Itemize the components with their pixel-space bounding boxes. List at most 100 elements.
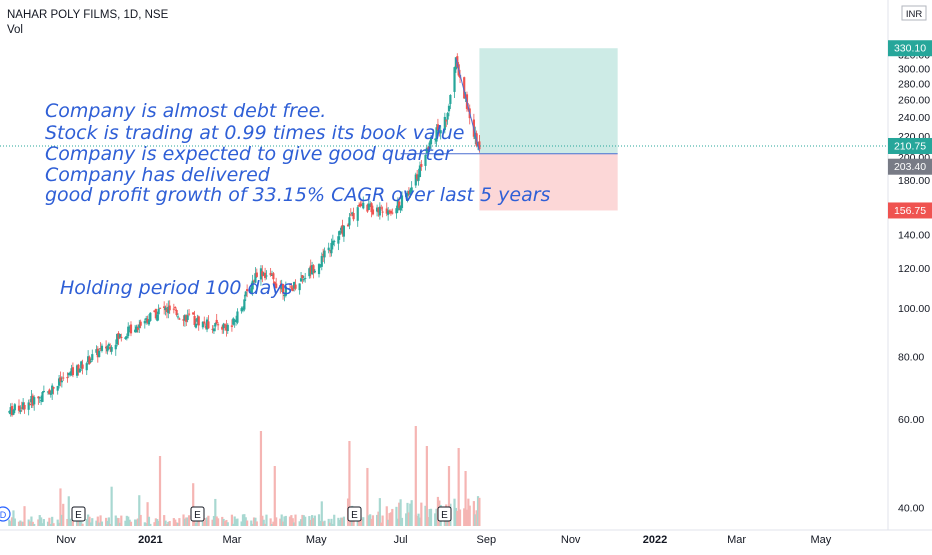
time-tick-label: Nov [561, 534, 581, 546]
volume-bar [70, 520, 73, 526]
candle-body [446, 113, 449, 120]
dividend-marker[interactable]: D [0, 506, 11, 522]
earnings-marker[interactable]: E [190, 506, 205, 522]
candle-body [243, 299, 246, 310]
volume-bar [456, 510, 459, 526]
trend-line[interactable] [455, 58, 480, 152]
candle-body [333, 241, 336, 243]
volume-bar [75, 519, 79, 526]
candle-body [438, 130, 441, 133]
volume-bars [8, 426, 481, 526]
volume-bar [283, 516, 286, 526]
profit-zone[interactable] [479, 48, 618, 154]
candle-body [118, 333, 122, 338]
volume-bar [178, 518, 181, 526]
candle-body [216, 324, 220, 326]
volume-bar [172, 518, 175, 526]
earnings-marker[interactable]: E [347, 506, 362, 522]
volume-bar [254, 517, 257, 526]
candle-body [62, 377, 65, 379]
volume-bar [429, 508, 433, 526]
candle-body [270, 274, 274, 276]
volume-bar [125, 515, 128, 526]
volume-bar [56, 519, 59, 526]
candle-body [95, 349, 98, 353]
candle-body [387, 210, 390, 215]
candle-body [176, 316, 180, 318]
volume-bar [252, 517, 256, 526]
volume-bar [176, 522, 180, 526]
volume-bar [395, 506, 398, 526]
volume-bar [319, 520, 322, 526]
volume-indicator-label[interactable]: Vol [7, 24, 23, 36]
candle-body [46, 391, 50, 393]
candle-body [405, 195, 408, 197]
volume-bar [270, 523, 274, 526]
candle-body [48, 389, 51, 395]
volume-bar [302, 515, 305, 526]
candle-body [41, 392, 44, 402]
candle-body [369, 205, 372, 207]
volume-bar [380, 522, 383, 526]
candle-body [417, 174, 420, 181]
volume-bar [196, 517, 199, 526]
candle-body [288, 283, 292, 285]
candle-body [80, 361, 83, 369]
volume-bar [104, 517, 108, 526]
candle-body [351, 212, 354, 215]
volume-bar [416, 515, 419, 526]
candle-body [207, 321, 210, 329]
volume-bar [192, 483, 195, 526]
candle-body [192, 312, 195, 315]
candle-body [378, 206, 381, 216]
candle-body [398, 201, 401, 208]
thesis-line-4: Company has delivered [45, 164, 271, 186]
volume-bar [464, 471, 467, 526]
earnings-marker[interactable]: E [437, 506, 452, 522]
volume-bar [211, 519, 214, 526]
candle-body [418, 165, 422, 178]
candle-body [234, 319, 238, 322]
loss-zone[interactable] [479, 153, 618, 211]
earnings-marker-label: E [194, 510, 201, 521]
candle-body [143, 321, 146, 324]
candle-body [226, 324, 229, 331]
candle-body [164, 307, 167, 311]
candle-body [98, 350, 101, 358]
annotation-text[interactable]: Company is almost debt free. Stock is tr… [45, 100, 551, 299]
candle-body [259, 268, 263, 280]
candle-body [78, 368, 81, 373]
volume-bar [69, 518, 72, 526]
symbol-title[interactable]: NAHAR POLY FILMS, 1D, NSE [7, 9, 169, 21]
volume-bar [12, 510, 15, 526]
candle-body [254, 273, 257, 283]
candle-body [51, 385, 54, 394]
candle-body [117, 333, 120, 339]
candle-body [385, 208, 388, 214]
volume-bar [340, 517, 343, 526]
candle-body [211, 328, 214, 330]
candle-body [19, 410, 22, 412]
volume-bar [41, 523, 44, 526]
volume-bar [139, 514, 142, 526]
currency-box[interactable] [901, 5, 927, 21]
candle-body [340, 227, 343, 231]
candle-body [77, 364, 80, 373]
candle-body [358, 204, 361, 207]
candle-body [279, 285, 282, 288]
candle-body [87, 356, 90, 363]
volume-bar [381, 515, 384, 526]
earnings-marker[interactable]: E [71, 506, 86, 522]
volume-bar [320, 501, 323, 526]
volume-bar [414, 426, 417, 526]
candle-body [114, 344, 117, 350]
earnings-marker-label: E [441, 510, 448, 521]
volume-bar [478, 497, 481, 526]
volume-bar [60, 514, 63, 526]
dividend-marker-label: D [0, 510, 7, 520]
candle-body [222, 323, 225, 329]
candle-body [204, 326, 207, 328]
volume-bar [156, 519, 159, 526]
candle-body [158, 307, 162, 309]
